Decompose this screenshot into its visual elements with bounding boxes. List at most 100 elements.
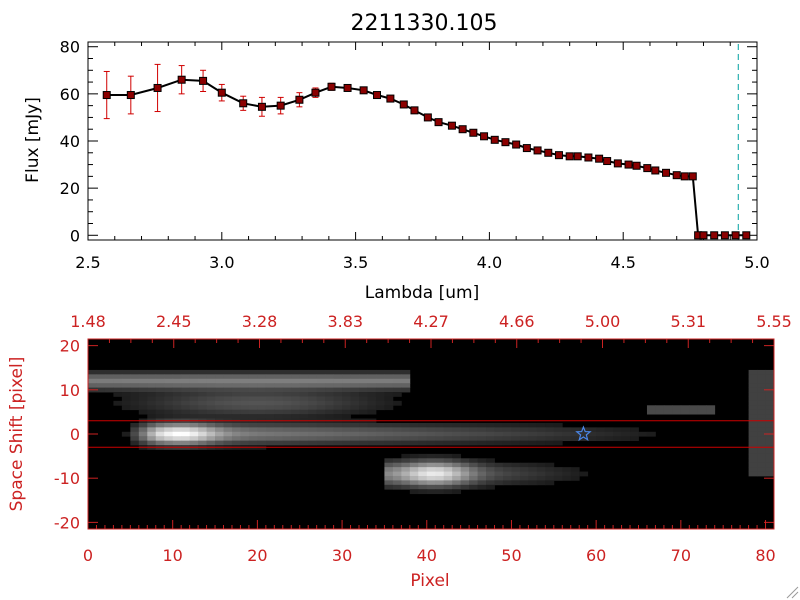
image-pixel: [325, 414, 335, 419]
image-pixel: [765, 462, 775, 468]
image-pixel: [392, 374, 402, 380]
image-pixel: [375, 383, 385, 389]
image-pixel: [418, 475, 428, 481]
top-axis-tick-label: 5.31: [670, 312, 706, 331]
image-pixel: [299, 431, 309, 437]
image-pixel: [223, 374, 233, 380]
image-pixel: [198, 400, 207, 406]
x-tick-label: 2.5: [75, 253, 100, 272]
image-pixel: [265, 369, 275, 375]
image-pixel: [418, 471, 428, 477]
image-pixel: [198, 369, 207, 375]
image-pixel: [265, 414, 275, 419]
image-pixel: [299, 422, 309, 428]
image-pixel: [519, 462, 529, 468]
image-pixel: [460, 475, 470, 481]
image-pixel: [384, 400, 394, 406]
data-point: [501, 138, 510, 147]
image-pixel: [392, 427, 402, 433]
image-pixel: [536, 422, 546, 428]
image-pixel: [325, 409, 335, 415]
image-pixel: [502, 475, 512, 481]
image-pixel: [375, 378, 385, 384]
image-pixel: [469, 480, 478, 486]
image-pixel: [316, 369, 326, 375]
resize-grip-icon[interactable]: [786, 586, 799, 599]
image-pixel: [181, 383, 191, 389]
image-pixel: [494, 436, 504, 442]
image-pixel: [765, 383, 775, 389]
data-point: [522, 144, 531, 153]
image-pixel: [231, 431, 241, 437]
image-pixel: [384, 378, 394, 384]
image-pixel: [189, 374, 199, 380]
data-point: [544, 148, 553, 157]
image-pixel: [426, 458, 436, 464]
image-pixel: [333, 431, 343, 437]
image-pixel: [282, 383, 292, 389]
image-pixel: [757, 387, 766, 393]
image-pixel: [231, 383, 241, 389]
image-pixel: [350, 369, 360, 375]
image-pixel: [223, 431, 233, 437]
image-pixel: [494, 422, 504, 428]
image-pixel: [646, 431, 656, 437]
image-pixel: [757, 374, 766, 380]
image-pixel: [384, 475, 394, 481]
image-pixel: [757, 409, 766, 415]
image-pixel: [147, 409, 157, 415]
image-pixel: [291, 422, 301, 428]
image-pixel: [401, 427, 411, 433]
image-pixel: [88, 369, 97, 375]
image-pixel: [181, 409, 191, 415]
image-pixel: [172, 405, 182, 411]
image-pixel: [536, 462, 546, 468]
data-point: [311, 88, 320, 97]
image-pixel: [392, 369, 402, 375]
image-pixel: [282, 387, 292, 393]
image-pixel: [494, 427, 504, 433]
image-pixel: [164, 392, 174, 397]
image-pixel: [477, 462, 487, 468]
image-pixel: [316, 436, 326, 442]
image-pixel: [215, 409, 224, 415]
image-pixel: [147, 422, 157, 428]
image-pixel: [477, 467, 487, 472]
image-pixel: [96, 378, 106, 384]
image-pixel: [342, 400, 351, 406]
image-pixel: [511, 440, 521, 446]
image-pixel: [248, 387, 258, 393]
image-pixel: [757, 440, 766, 446]
spectral-image: [88, 339, 775, 529]
image-pixel: [418, 458, 428, 464]
image-pixel: [384, 387, 394, 393]
image-pixel: [333, 374, 343, 380]
image-pixel: [401, 378, 411, 384]
image-pixel: [528, 431, 538, 437]
image-pixel: [155, 422, 165, 428]
image-pixel: [231, 440, 241, 446]
image-pixel: [215, 374, 224, 380]
image-pixel: [418, 440, 428, 446]
image-pixel: [130, 431, 140, 437]
image-pixel: [748, 369, 758, 375]
image-pixel: [502, 422, 512, 428]
image-pixel: [359, 427, 368, 433]
image-pixel: [325, 392, 335, 397]
image-pixel: [104, 383, 114, 389]
image-pixel: [274, 392, 284, 397]
image-pixel: [316, 431, 326, 437]
image-pixel: [215, 436, 224, 442]
image-pixel: [469, 467, 478, 472]
image-pixel: [486, 427, 495, 433]
image-pixel: [663, 405, 673, 411]
image-pixel: [443, 453, 453, 459]
image-pixel: [215, 392, 224, 397]
data-point: [199, 76, 208, 85]
image-pixel: [282, 422, 292, 428]
image-pixel: [104, 374, 114, 380]
image-pixel: [121, 383, 131, 389]
image-pixel: [748, 458, 758, 464]
image-pixel: [435, 422, 445, 428]
image-pixel: [367, 383, 377, 389]
